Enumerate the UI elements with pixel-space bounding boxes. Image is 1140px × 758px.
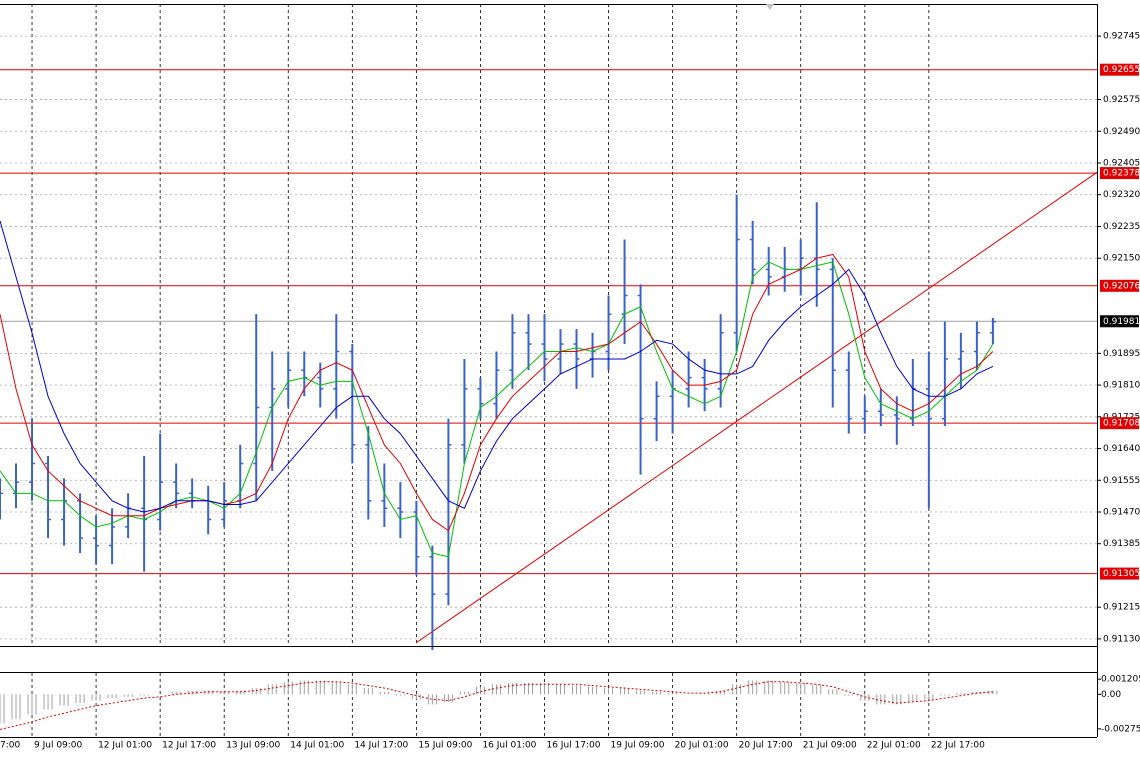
- level-label: 0.91305: [1103, 569, 1140, 579]
- x-tick-label: 20 Jul 17:00: [739, 741, 793, 751]
- x-tick-label: 14 Jul 01:00: [290, 741, 344, 751]
- x-tick-label: 13 Jul 09:00: [226, 741, 280, 751]
- y-tick-label: 0.91385: [1103, 539, 1140, 549]
- level-label-box: [1100, 567, 1139, 580]
- y-tick-label: 0.92490: [1103, 127, 1140, 137]
- x-tick-label: 19 Jul 09:00: [611, 741, 665, 751]
- level-label-box: [1100, 279, 1139, 292]
- y-tick-label: 0.91640: [1103, 444, 1140, 454]
- level-label-box: [1100, 417, 1139, 430]
- x-tick-label: 16 Jul 17:00: [546, 741, 600, 751]
- x-tick-label: 9 Jul 09:00: [34, 741, 83, 751]
- current-price-label: 0.91981: [1103, 317, 1140, 327]
- level-label-box: [1100, 63, 1139, 76]
- y-tick-label: 0.92745: [1103, 32, 1140, 42]
- y-tick-label: 0.91215: [1103, 603, 1140, 613]
- trendline: [416, 171, 1098, 644]
- y-tick-label: 0.91130: [1103, 634, 1140, 644]
- shift-marker: [766, 4, 774, 10]
- level-label: 0.92076: [1103, 281, 1140, 291]
- level-label: 0.92378: [1103, 169, 1140, 179]
- x-tick-label: 22 Jul 01:00: [867, 741, 921, 751]
- x-tick-label: 7:00: [0, 741, 20, 751]
- oscillator-signal: [0, 681, 993, 730]
- y-tick-label: 0.92150: [1103, 254, 1140, 264]
- osc-tick-label: -0.00275: [1101, 724, 1140, 734]
- x-tick-label: 12 Jul 17:00: [162, 741, 216, 751]
- y-tick-label: 0.91470: [1103, 508, 1140, 518]
- y-tick-label: 0.92320: [1103, 190, 1140, 200]
- x-tick-label: 16 Jul 01:00: [482, 741, 536, 751]
- level-label: 0.91708: [1103, 419, 1140, 429]
- level-label: 0.92655: [1103, 65, 1140, 75]
- current-price-box: [1100, 315, 1139, 328]
- moving-average: [0, 253, 994, 532]
- x-tick-label: 20 Jul 01:00: [675, 741, 729, 751]
- y-tick-label: 0.92235: [1103, 222, 1140, 232]
- x-tick-label: 21 Jul 09:00: [803, 741, 857, 751]
- y-tick-label: 0.91555: [1103, 476, 1140, 486]
- x-tick-label: 14 Jul 17:00: [354, 741, 408, 751]
- x-tick-label: 12 Jul 01:00: [98, 741, 152, 751]
- x-tick-label: 15 Jul 09:00: [418, 741, 472, 751]
- x-tick-label: 22 Jul 17:00: [931, 741, 985, 751]
- y-tick-label: 0.91895: [1103, 349, 1140, 359]
- level-label-box: [1100, 167, 1139, 180]
- moving-average: [0, 220, 994, 513]
- plot-layer: 7:00 9 Jul 09:00 12 Jul 01:00 12 Jul 17:00 1…: [0, 4, 1098, 751]
- y-tick-label: 0.92575: [1103, 95, 1140, 105]
- osc-tick-label: 0.00: [1101, 690, 1121, 700]
- y-tick-label: 0.91810: [1103, 381, 1140, 391]
- y-tick-label: 0.92405: [1103, 159, 1140, 169]
- moving-average: [0, 261, 994, 558]
- osc-tick-label: 0.001205: [1101, 675, 1140, 685]
